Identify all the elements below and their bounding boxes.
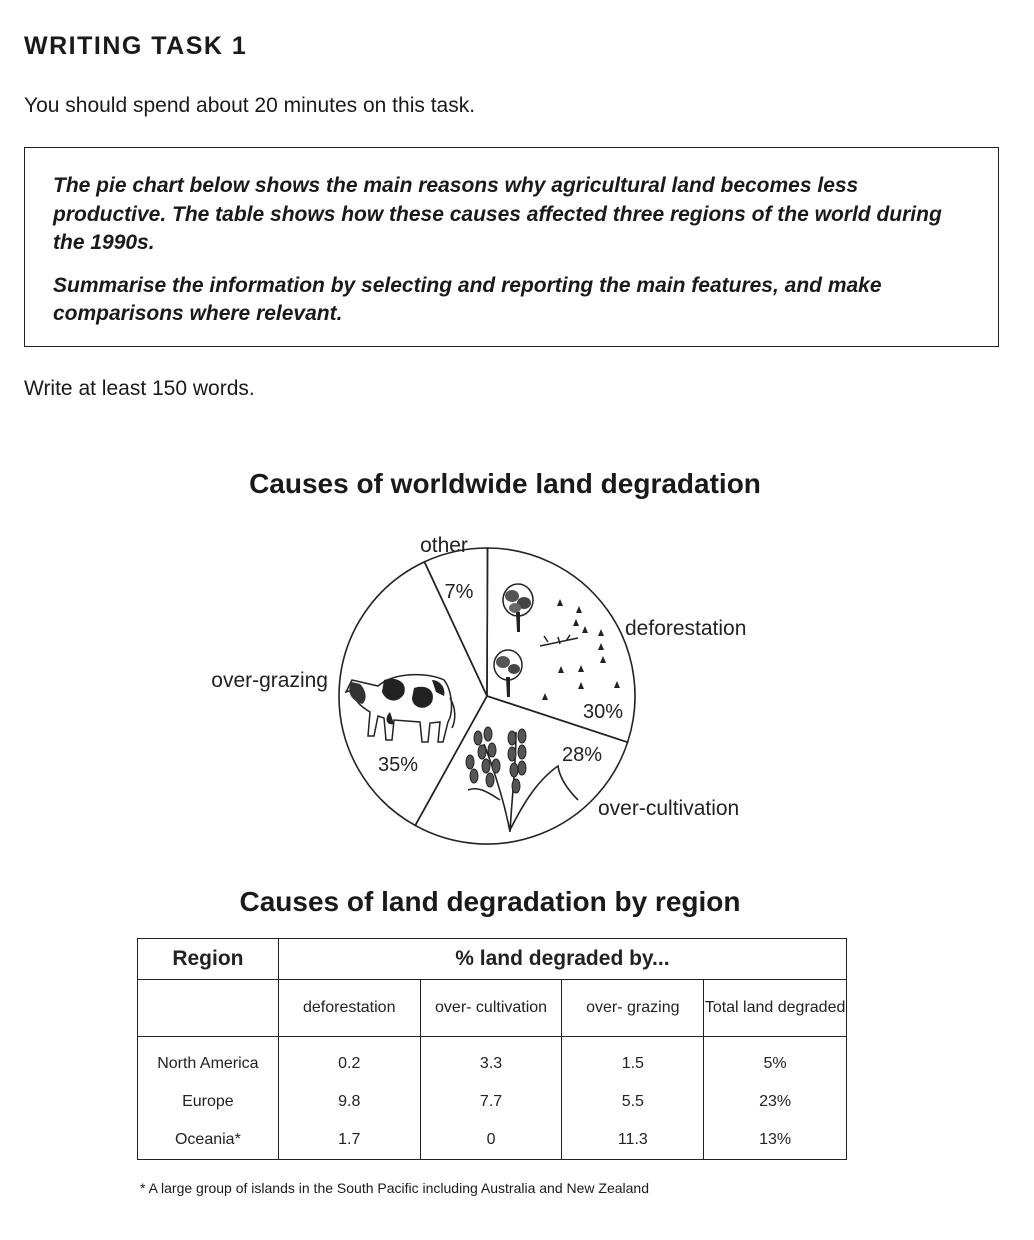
region-cell: Europe [137,1083,279,1121]
pie-chart: other 7% deforestation 30% over-cultivation 2… [211,534,746,845]
slice-label-over-cultivation: over-cultivation [598,797,739,820]
pie-slices [338,547,636,845]
pie-chart-title: Causes of worldwide land degradation [249,468,761,499]
value-cell: 7.7 [419,1083,563,1121]
word-count-instruction: Write at least 150 words. [24,377,255,400]
table-row: Oceania* 1.7 0 11.3 13% [137,1121,847,1160]
value-cell: 5.5 [561,1083,705,1121]
cow-icon [344,673,456,743]
tree-icon [493,583,620,700]
table-title: Causes of land degradation by region [239,886,741,917]
value-cell: 11.3 [561,1121,705,1160]
pie-slice-over-grazing [338,560,488,827]
slice-value-deforestation: 30% [583,701,623,723]
pie-labels: other 7% deforestation 30% over-cultivation 2… [211,534,746,820]
value-cell: 13% [703,1121,847,1160]
value-cell: 0 [419,1121,563,1160]
value-cell: 5% [703,1036,847,1083]
column-header: over- grazing [561,979,705,1037]
slice-value-over-grazing: 35% [378,754,418,776]
value-cell: 1.7 [277,1121,421,1160]
value-cell: 1.5 [561,1036,705,1083]
value-cell: 3.3 [419,1036,563,1083]
task-prompt-box: The pie chart below shows the main reaso… [24,147,999,347]
region-cell: North America [137,1036,279,1083]
land-degradation-table: Region % land degraded by... deforestati… [137,938,848,1160]
region-cell: Oceania* [137,1121,279,1160]
table-footnote: * A large group of islands in the South … [140,1180,649,1196]
slice-value-other: 7% [445,581,474,603]
column-header: deforestation [277,979,421,1037]
wheat-icon [465,726,579,833]
task-heading: WRITING TASK 1 [24,32,248,60]
task-prompt-summary: Summarise the information by selecting a… [53,273,882,326]
pie-slice-deforestation [486,547,636,744]
column-header: over- cultivation [419,979,563,1037]
slice-label-other: other [420,534,468,557]
table-header-row: Region % land degraded by... [137,938,848,980]
pie-slice-other [423,547,489,697]
pie-slice-over-cultivation [414,695,629,845]
table-row: Europe 9.8 7.7 5.5 23% [137,1083,847,1121]
slice-value-over-cultivation: 28% [562,744,602,766]
slice-label-deforestation: deforestation [625,617,746,640]
time-instruction: You should spend about 20 minutes on thi… [24,94,476,117]
column-header: Total land degraded [703,979,847,1037]
slice-label-over-grazing: over-grazing [211,669,328,692]
table-subheader-row: deforestation over- cultivation over- gr… [137,979,847,1037]
value-cell: 0.2 [277,1036,421,1083]
region-subheader-empty [137,979,279,1037]
task-prompt-description: The pie chart below shows the main reaso… [53,174,942,254]
group-header: % land degraded by... [277,938,848,980]
value-cell: 9.8 [277,1083,421,1121]
region-header: Region [137,938,279,980]
table-row: North America 0.2 3.3 1.5 5% [137,1036,847,1083]
value-cell: 23% [703,1083,847,1121]
